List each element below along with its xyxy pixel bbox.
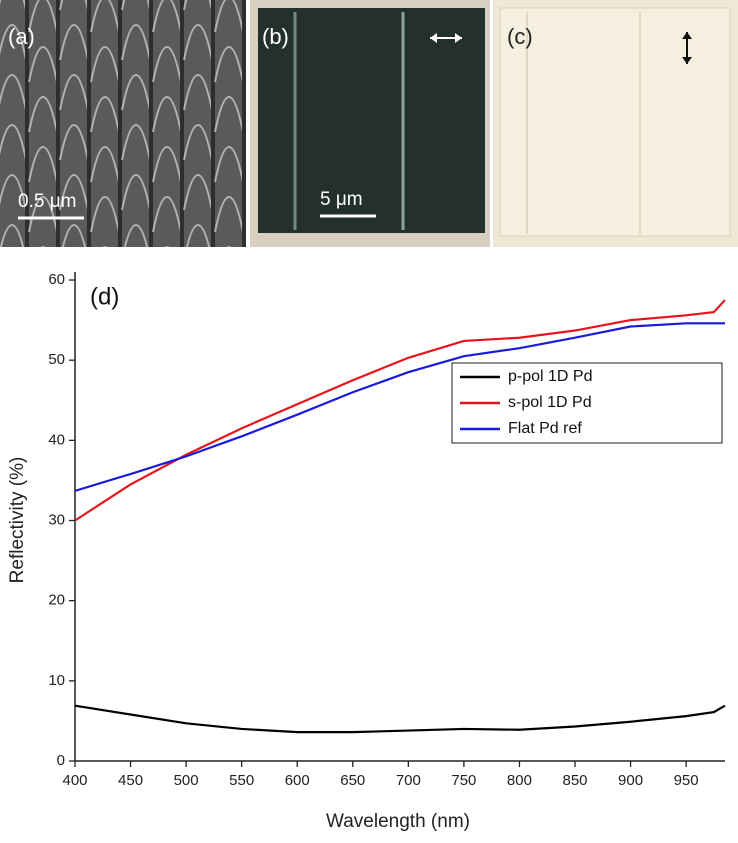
y-tick-label: 50	[48, 351, 65, 368]
y-tick-label: 20	[48, 592, 65, 609]
legend-label: s-pol 1D Pd	[508, 394, 592, 411]
ridge	[0, 224, 25, 247]
x-tick-label: 550	[229, 772, 254, 789]
panel-b: (b) 5 μm	[250, 0, 490, 247]
ridge	[90, 146, 120, 183]
ridge	[152, 196, 182, 233]
ridge	[90, 196, 120, 233]
ridge	[121, 124, 151, 161]
ridge	[121, 24, 151, 61]
ridge	[28, 46, 58, 83]
ridge	[215, 297, 243, 332]
ridge	[0, 275, 26, 310]
x-tick-label: 650	[340, 772, 365, 789]
arrow-heads	[682, 32, 692, 64]
ridge	[90, 96, 120, 133]
ridge	[183, 124, 213, 161]
x-tick-label: 500	[174, 772, 199, 789]
sem-texture	[0, 0, 246, 332]
ridge	[28, 146, 58, 183]
legend-label: p-pol 1D Pd	[508, 368, 593, 385]
scale-label: 5 μm	[320, 189, 363, 210]
x-tick-label: 450	[118, 772, 143, 789]
ridge	[183, 24, 213, 61]
ridge	[102, 246, 108, 247]
ridge	[214, 46, 244, 83]
series-line	[75, 299, 726, 522]
ridge	[185, 224, 211, 247]
ridge	[214, 0, 244, 33]
ridge	[152, 96, 182, 133]
panel-c: (c)	[493, 0, 738, 247]
panel-label: (c)	[507, 24, 533, 49]
ridge	[214, 146, 244, 183]
ridge	[0, 174, 27, 211]
legend-label: Flat Pd ref	[508, 420, 582, 437]
ridge	[226, 246, 232, 247]
sample-square	[499, 7, 731, 237]
panel-label: (a)	[8, 24, 35, 49]
x-tick-label: 950	[674, 772, 699, 789]
ridge	[121, 174, 151, 211]
ridge	[152, 146, 182, 183]
y-tick-label: 40	[48, 431, 65, 448]
ridge	[183, 74, 213, 111]
y-tick-label: 30	[48, 511, 65, 528]
panel-label: (d)	[90, 283, 119, 310]
ridge	[183, 174, 213, 211]
ridge	[59, 174, 89, 211]
ridge	[0, 124, 27, 161]
y-tick-label: 60	[48, 271, 65, 288]
x-tick-label: 750	[451, 772, 476, 789]
ridge	[184, 275, 212, 310]
ridge	[28, 0, 58, 33]
x-tick-label: 850	[562, 772, 587, 789]
ridge	[123, 224, 149, 247]
ridge	[214, 196, 244, 233]
series-line	[75, 704, 726, 734]
x-tick-label: 800	[507, 772, 532, 789]
ridge	[152, 0, 182, 33]
y-axis-label: Reflectivity (%)	[7, 457, 28, 584]
ridge	[164, 246, 170, 247]
ridge	[0, 74, 27, 111]
x-tick-label: 400	[62, 772, 87, 789]
y-tick-label: 10	[48, 672, 65, 689]
ridge	[59, 24, 89, 61]
x-tick-label: 600	[285, 772, 310, 789]
ridge	[29, 297, 57, 332]
ridge	[61, 224, 87, 247]
y-tick-label: 0	[57, 752, 65, 769]
ridge	[214, 96, 244, 133]
x-tick-label: 700	[396, 772, 421, 789]
ridge	[59, 124, 89, 161]
ridge	[0, 24, 27, 61]
arrow-heads	[430, 33, 462, 43]
ridge	[90, 0, 120, 33]
ridge	[121, 74, 151, 111]
panel-label: (b)	[262, 24, 289, 49]
panel-a: (a) 0.5 μm	[0, 0, 246, 332]
ridge	[153, 297, 181, 332]
scale-label: 0.5 μm	[18, 191, 76, 212]
x-axis-label: Wavelength (nm)	[326, 811, 470, 832]
ridge	[90, 46, 120, 83]
ridge	[152, 46, 182, 83]
ridge	[59, 74, 89, 111]
sample-square	[258, 8, 485, 233]
series-line	[75, 322, 725, 492]
ridge	[122, 275, 150, 310]
x-tick-label: 900	[618, 772, 643, 789]
ridge	[28, 96, 58, 133]
